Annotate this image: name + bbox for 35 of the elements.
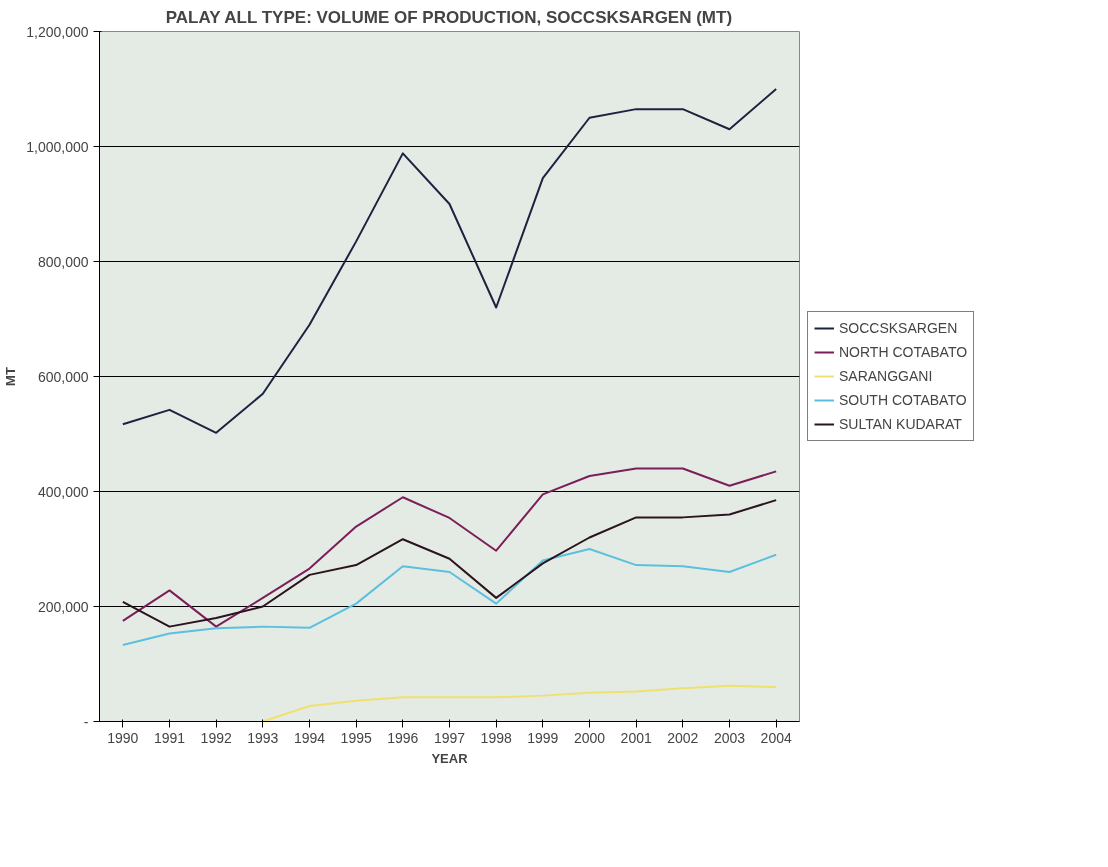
x-tick-label: 1994 <box>293 729 326 746</box>
x-tick-label: 2001 <box>620 729 652 746</box>
x-axis-title: YEAR <box>431 750 469 766</box>
x-tick-label: 2004 <box>760 729 792 746</box>
legend-label: SULTAN KUDARAT <box>839 416 962 432</box>
y-tick-label: 400,000 <box>37 483 89 500</box>
y-tick-label: 1,000,000 <box>26 138 89 155</box>
legend-label: NORTH COTABATO <box>839 344 968 360</box>
x-tick-label: 1992 <box>200 729 232 746</box>
y-axis-title: MT <box>3 367 19 386</box>
line-series <box>261 684 778 722</box>
y-tick-label: 600,000 <box>37 368 89 385</box>
x-tick-label: 2002 <box>667 729 699 746</box>
x-tick-label: 2003 <box>713 729 746 746</box>
chart-title: PALAY ALL TYPE: VOLUME OF PRODUCTION, SOCCSKSARGEN (MT) <box>165 7 733 27</box>
legend-label: SOCCSKSARGEN <box>839 320 958 336</box>
y-tick-label: - <box>83 713 89 730</box>
legend-label: SOUTH COTABATO <box>839 392 967 408</box>
x-tick-label: 1991 <box>153 729 186 746</box>
line-series <box>121 499 778 628</box>
x-tick-label: 1995 <box>340 729 372 746</box>
x-tick-label: 1997 <box>433 729 466 746</box>
x-tick-label: 1999 <box>527 729 559 746</box>
y-tick-label: 200,000 <box>37 598 89 615</box>
x-tick-label: 1998 <box>480 729 512 746</box>
y-tick-label: 1,200,000 <box>26 23 89 40</box>
line-series <box>121 88 778 434</box>
x-tick-label: 1996 <box>387 729 419 746</box>
y-tick-label: 800,000 <box>37 253 89 270</box>
x-tick-label: 1990 <box>107 729 139 746</box>
x-tick-label: 1993 <box>247 729 279 746</box>
x-tick-label: 2000 <box>573 729 606 746</box>
line-series <box>121 548 778 647</box>
legend-label: SARANGGANI <box>839 368 933 384</box>
line-series <box>121 467 778 628</box>
